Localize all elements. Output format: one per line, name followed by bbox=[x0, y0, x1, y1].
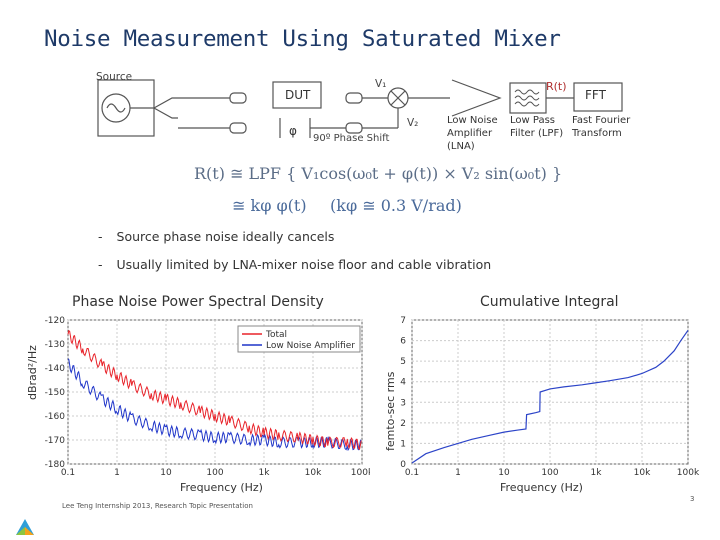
series-line-total bbox=[67, 329, 362, 451]
bullet-item: - Source phase noise ideally cancels bbox=[98, 229, 335, 244]
y-tick-label: 5 bbox=[400, 357, 406, 367]
x-tick-label: 100 bbox=[541, 468, 558, 478]
x-tick-label: 1k bbox=[591, 468, 603, 478]
logo-icon bbox=[16, 519, 34, 535]
legend-box bbox=[237, 325, 361, 353]
v2-label: V₂ bbox=[407, 117, 419, 129]
y-tick-label: 1 bbox=[400, 439, 406, 449]
right-x-label: Frequency (Hz) bbox=[500, 481, 583, 494]
legend-label: Low Noise Amplifier bbox=[266, 341, 355, 351]
bullet-item: - Usually limited by LNA-mixer noise floo… bbox=[98, 257, 492, 272]
dut-label: DUT bbox=[285, 88, 311, 102]
y-tick-label: -160 bbox=[45, 412, 66, 422]
phase-shift-label: 90º Phase Shift bbox=[313, 133, 390, 144]
dut-box bbox=[272, 81, 322, 109]
phi-symbol: φ bbox=[289, 124, 297, 138]
y-tick-label: 7 bbox=[400, 316, 406, 326]
rt-label: R(t) bbox=[546, 80, 567, 93]
x-tick-label: 0.1 bbox=[61, 468, 75, 478]
x-tick-label: 10k bbox=[305, 468, 322, 478]
x-tick-label: 0.1 bbox=[405, 468, 419, 478]
y-tick-label: 3 bbox=[400, 398, 406, 408]
x-tick-label: 10 bbox=[160, 468, 172, 478]
equation-line-1: R(t) ≅ LPF { V₁cos(ω₀t + φ(t)) × V₂ sin(… bbox=[194, 164, 563, 183]
block-diagram bbox=[97, 79, 623, 138]
x-tick-label: 10 bbox=[498, 468, 510, 478]
lpf-label: Low Pass Filter (LPF) bbox=[510, 115, 564, 139]
series-line-cumulative bbox=[411, 329, 689, 464]
v1-label: V₁ bbox=[375, 78, 387, 90]
left-x-label: Frequency (Hz) bbox=[180, 481, 263, 494]
x-tick-label: 10k bbox=[634, 468, 651, 478]
lpf-box bbox=[509, 82, 547, 114]
fft-box bbox=[573, 82, 623, 112]
right-plot-title: Cumulative Integral bbox=[480, 294, 619, 310]
left-y-label: dBrad²/Hz bbox=[26, 345, 39, 400]
y-tick-label: -150 bbox=[45, 388, 66, 398]
x-tick-label: 1k bbox=[259, 468, 271, 478]
x-tick-label: 100k bbox=[351, 468, 370, 478]
x-tick-label: 1 bbox=[455, 468, 461, 478]
source-label: Source bbox=[96, 71, 133, 83]
page-title: Noise Measurement Using Saturated Mixer bbox=[44, 26, 561, 52]
y-tick-label: -180 bbox=[45, 460, 66, 470]
y-tick-label: -120 bbox=[45, 316, 66, 326]
equation-kphi: (kφ ≅ 0.3 V/rad) bbox=[330, 196, 462, 215]
y-tick-label: -140 bbox=[45, 364, 66, 374]
page-number: 3 bbox=[690, 495, 695, 503]
y-tick-label: 6 bbox=[400, 337, 406, 347]
y-tick-label: 4 bbox=[400, 378, 406, 388]
y-tick-label: 2 bbox=[400, 419, 406, 429]
x-tick-label: 100 bbox=[206, 468, 223, 478]
left-plot-title: Phase Noise Power Spectral Density bbox=[72, 294, 324, 310]
splitter-symbol bbox=[153, 97, 178, 119]
series-line-lna bbox=[67, 358, 362, 452]
footer-text: Lee Teng Internship 2013, Research Topic… bbox=[62, 502, 253, 510]
y-tick-label: -170 bbox=[45, 436, 66, 446]
fft-box-label: FFT bbox=[585, 88, 606, 102]
fft-label: Fast Fourier Transform bbox=[572, 115, 631, 139]
y-tick-label: -130 bbox=[45, 340, 66, 350]
lna-label: Low Noise Amplifier (LNA) bbox=[447, 115, 498, 152]
legend-label: Total bbox=[265, 330, 287, 340]
right-y-label: femto-sec rms bbox=[384, 371, 397, 451]
y-tick-label: 0 bbox=[400, 460, 406, 470]
x-tick-label: 1 bbox=[114, 468, 120, 478]
lna-symbol bbox=[451, 79, 502, 117]
equation-line-2: ≅ kφ φ(t) bbox=[232, 196, 307, 215]
x-tick-label: 100k bbox=[677, 468, 700, 478]
